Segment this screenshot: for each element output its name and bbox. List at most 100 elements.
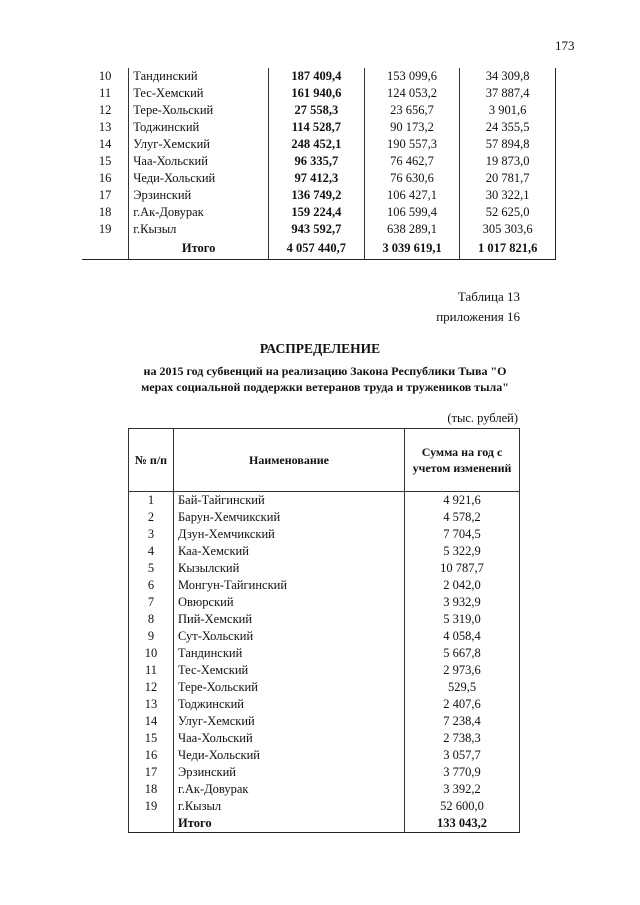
table-row: 12 Тере-Хольский 27 558,3 23 656,7 3 901,6	[82, 102, 556, 119]
distribution-table: № п/п Наименование Сумма на год с учетом…	[128, 428, 520, 833]
table-row: 15 Чаа-Хольский 96 335,7 76 462,7 19 873,0	[82, 153, 556, 170]
row-number: 4	[128, 543, 174, 560]
row-number: 18	[82, 204, 130, 221]
sum-amount: 52 600,0	[404, 798, 520, 815]
row-number: 18	[128, 781, 174, 798]
page-number: 173	[555, 38, 575, 53]
sum-amount: 7 704,5	[404, 526, 520, 543]
table-row: 17 Эрзинский 136 749,2 106 427,1 30 322,1	[82, 187, 556, 204]
amount-2: 124 053,2	[363, 85, 461, 102]
region-name: Тес-Хемский	[173, 662, 405, 679]
row-number: 11	[128, 662, 174, 679]
row-number: 15	[128, 730, 174, 747]
total-amount: 3 039 619,1	[363, 238, 461, 260]
total-amount: 136 749,2	[268, 187, 365, 204]
region-name: Бай-Тайгинский	[173, 491, 405, 509]
empty-cell	[128, 815, 174, 833]
region-name: Барун-Хемчикский	[173, 509, 405, 526]
region-name: Пий-Хемский	[173, 611, 405, 628]
total-label: Итого	[173, 815, 405, 833]
total-label: Итого	[128, 238, 270, 260]
amount-3: 305 303,6	[459, 221, 556, 238]
row-number: 16	[82, 170, 130, 187]
region-name: Чеди-Хольский	[128, 170, 270, 187]
total-amount: 187 409,4	[268, 68, 365, 85]
region-name: Эрзинский	[128, 187, 270, 204]
region-name: Овюрский	[173, 594, 405, 611]
table-row: 12 Тере-Хольский 529,5	[128, 679, 520, 696]
amount-2: 106 427,1	[363, 187, 461, 204]
subtitle-line: на 2015 год субвенций на реализацию Зако…	[143, 364, 507, 378]
region-name: г.Ак-Довурак	[173, 781, 405, 798]
region-name: Тере-Хольский	[173, 679, 405, 696]
units-label: (тыс. рублей)	[447, 411, 518, 425]
amount-2: 638 289,1	[363, 221, 461, 238]
region-name: Тес-Хемский	[128, 85, 270, 102]
region-name: Эрзинский	[173, 764, 405, 781]
row-number: 1	[128, 491, 174, 509]
row-number: 16	[128, 747, 174, 764]
total-amount: 114 528,7	[268, 119, 365, 136]
table-row: 11 Тес-Хемский 161 940,6 124 053,2 37 887,4	[82, 85, 556, 102]
row-number: 5	[128, 560, 174, 577]
region-name: Тандинский	[128, 68, 270, 85]
total-row: Итого 4 057 440,7 3 039 619,1 1 017 821,6	[82, 238, 556, 260]
row-number: 19	[82, 221, 130, 238]
total-row: Итого 133 043,2	[128, 815, 520, 833]
sum-amount: 10 787,7	[404, 560, 520, 577]
table-row: 1 Бай-Тайгинский 4 921,6	[128, 491, 520, 509]
region-name: Чаа-Хольский	[128, 153, 270, 170]
total-amount: 27 558,3	[268, 102, 365, 119]
header-row: № п/п Наименование Сумма на год с учетом…	[128, 428, 520, 492]
sum-amount: 5 667,8	[404, 645, 520, 662]
sum-amount: 2 407,6	[404, 696, 520, 713]
region-name: Тоджинский	[173, 696, 405, 713]
table-row: 3 Дзун-Хемчикский 7 704,5	[128, 526, 520, 543]
row-number: 17	[128, 764, 174, 781]
sum-amount: 5 322,9	[404, 543, 520, 560]
sum-amount: 529,5	[404, 679, 520, 696]
region-name: г.Ак-Довурак	[128, 204, 270, 221]
row-number: 13	[128, 696, 174, 713]
table-row: 17 Эрзинский 3 770,9	[128, 764, 520, 781]
total-amount: 133 043,2	[404, 815, 520, 833]
previous-table-continuation: 10 Тандинский 187 409,4 153 099,6 34 309,8 11…	[82, 68, 556, 260]
table-label: Таблица 13	[457, 289, 520, 304]
row-number: 9	[128, 628, 174, 645]
row-number: 14	[128, 713, 174, 730]
region-name: Чеди-Хольский	[173, 747, 405, 764]
row-number: 10	[128, 645, 174, 662]
row-number: 19	[128, 798, 174, 815]
region-name: Улуг-Хемский	[173, 713, 405, 730]
amount-3: 37 887,4	[459, 85, 556, 102]
table-row: 9 Сут-Хольский 4 058,4	[128, 628, 520, 645]
row-number: 6	[128, 577, 174, 594]
table-row: 13 Тоджинский 2 407,6	[128, 696, 520, 713]
row-number: 2	[128, 509, 174, 526]
table-row: 18 г.Ак-Довурак 159 224,4 106 599,4 52 625,0	[82, 204, 556, 221]
table-row: 7 Овюрский 3 932,9	[128, 594, 520, 611]
region-name: Каа-Хемский	[173, 543, 405, 560]
row-number: 8	[128, 611, 174, 628]
document-title: РАСПРЕДЕЛЕНИЕ	[259, 341, 381, 356]
sum-amount: 4 578,2	[404, 509, 520, 526]
sum-amount: 3 770,9	[404, 764, 520, 781]
total-amount: 943 592,7	[268, 221, 365, 238]
total-amount: 96 335,7	[268, 153, 365, 170]
row-number: 17	[82, 187, 130, 204]
table-row: 16 Чеди-Хольский 97 412,3 76 630,6 20 781,7	[82, 170, 556, 187]
region-name: Тере-Хольский	[128, 102, 270, 119]
total-amount: 161 940,6	[268, 85, 365, 102]
sum-amount: 5 319,0	[404, 611, 520, 628]
row-number: 13	[82, 119, 130, 136]
sum-amount: 4 921,6	[404, 491, 520, 509]
total-amount: 4 057 440,7	[268, 238, 365, 260]
table-row: 6 Монгун-Тайгинский 2 042,0	[128, 577, 520, 594]
column-header-number: № п/п	[128, 428, 174, 492]
sum-amount: 2 738,3	[404, 730, 520, 747]
sum-amount: 4 058,4	[404, 628, 520, 645]
column-header-name: Наименование	[173, 428, 405, 492]
table-row: 15 Чаа-Хольский 2 738,3	[128, 730, 520, 747]
amount-2: 90 173,2	[363, 119, 461, 136]
sum-amount: 3 057,7	[404, 747, 520, 764]
